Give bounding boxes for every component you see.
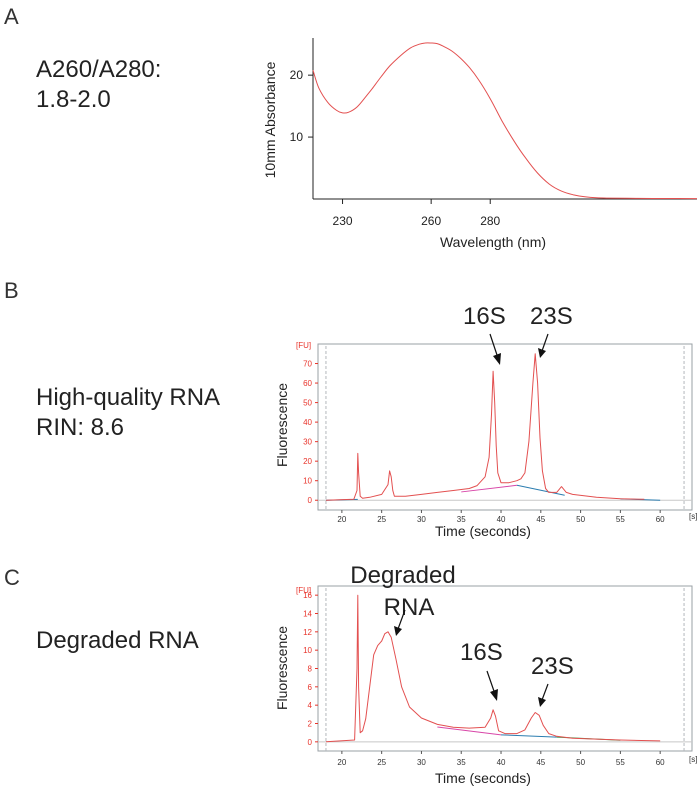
chartB-baseline-segment: [516, 484, 565, 496]
degraded-electropherogram: 20 25 30 35 40 45 50 55 60 0 2 4 6 8 10 12 14 16 [FU] [s]…: [274, 562, 697, 786]
chartC-y-tick-label: 2: [308, 720, 313, 729]
chartB-y-tick-label: 40: [303, 418, 312, 427]
chartB-y-tick-label: 20: [303, 457, 312, 466]
chartB-baseline-segment: [461, 484, 517, 493]
chartB-x-tick-label: 35: [457, 515, 466, 524]
chartB-x-tick-label: 40: [497, 515, 506, 524]
rna-quality-label: High-quality RNA: [36, 384, 221, 411]
chartB-x-tick-label: 50: [576, 515, 585, 524]
fu-unit-b: [FU]: [296, 341, 311, 350]
absorbance-x-tick-label: 280: [480, 214, 500, 228]
chartB-x-tick-label: 20: [337, 515, 346, 524]
high-quality-electropherogram: 20 25 30 35 40 45 50 55 60 0 10 20 30 40 50 60 70 [FU] […: [274, 303, 697, 539]
chartC-x-tick-label: 50: [576, 758, 585, 767]
chartC-y-tick-label: 10: [303, 646, 312, 655]
peak-label-16s-c: 16S: [460, 639, 503, 666]
chartC-x-tick-label: 55: [616, 758, 625, 767]
arrow-23s-c: [538, 683, 549, 707]
absorbance-x-label: Wavelength (nm): [440, 234, 546, 250]
peak-label-16s-b: 16S: [463, 303, 506, 330]
chartB-y-tick-label: 50: [303, 399, 312, 408]
panel-label-b: B: [4, 278, 19, 303]
degraded-rna-annotation-line: Degraded: [350, 562, 455, 589]
arrow-16s-b: [489, 333, 501, 365]
chartB-y-tick-label: 70: [303, 360, 312, 369]
absorbance-chart: 230 260 280 10 20 Wavelength (nm) 10mm Absor…: [262, 38, 698, 250]
electropherogram-c-trace: [325, 594, 661, 743]
peak-label-23s-c: 23S: [531, 653, 574, 680]
chartC-x-tick-label: 30: [417, 758, 426, 767]
degraded-rna-label: Degraded RNA: [36, 627, 199, 654]
chartB-y-tick-label: 0: [308, 496, 313, 505]
arrow-degraded-rna: [394, 609, 406, 636]
chartC-y-tick-label: 12: [303, 628, 312, 637]
arrow-16s-c: [486, 670, 498, 701]
purity-ratio-label: A260/A280:: [36, 56, 162, 83]
electropherogram-b-y-label: Fluorescence: [274, 383, 290, 467]
chartC-y-tick-label: 6: [308, 683, 313, 692]
chartC-x-tick-label: 40: [497, 758, 506, 767]
absorbance-spectrum-line: [312, 42, 698, 200]
chartB-x-tick-label: 45: [536, 515, 545, 524]
chartC-baseline-segment: [501, 734, 557, 738]
chartB-x-tick-label: 55: [616, 515, 625, 524]
panel-label-a: A: [4, 4, 19, 29]
chartC-x-tick-label: 35: [457, 758, 466, 767]
arrow-23s-b: [538, 333, 549, 358]
absorbance-x-tick-label: 260: [421, 214, 441, 228]
degraded-rna-annotation-line: RNA: [384, 594, 435, 621]
absorbance-y-tick-label: 10: [290, 130, 304, 144]
chartC-y-tick-label: 16: [303, 591, 312, 600]
chartC-x-tick-label: 60: [656, 758, 665, 767]
chartB-x-tick-label: 60: [656, 515, 665, 524]
electropherogram-c-y-label: Fluorescence: [274, 626, 290, 710]
chartB-y-tick-label: 60: [303, 379, 312, 388]
electropherogram-b-frame: [317, 343, 693, 511]
chartC-x-tick-label: 20: [337, 758, 346, 767]
chartC-baseline-segment: [437, 726, 502, 736]
electropherogram-c-frame: [317, 585, 693, 752]
chartC-x-tick-label: 25: [377, 758, 386, 767]
electropherogram-b-x-label: Time (seconds): [435, 523, 531, 539]
absorbance-x-tick-label: 230: [333, 214, 353, 228]
chartB-x-tick-label: 30: [417, 515, 426, 524]
chartC-x-tick-label: 45: [536, 758, 545, 767]
degraded-rna-text: Degraded RNA: [36, 626, 199, 656]
absorbance-y-tick-label: 20: [290, 68, 304, 82]
degraded-rna-annotation: Degraded RNA: [350, 562, 455, 621]
chartC-y-tick-label: 0: [308, 738, 313, 747]
chartC-y-tick-label: 14: [303, 610, 312, 619]
chartB-y-tick-label: 30: [303, 438, 312, 447]
seconds-unit-c: [s]: [689, 755, 697, 764]
electropherogram-c-x-label: Time (seconds): [435, 770, 531, 786]
peak-label-23s-b: 23S: [530, 303, 573, 330]
chartB-x-tick-label: 25: [377, 515, 386, 524]
rin-value: RIN: 8.6: [36, 414, 125, 441]
purity-ratio-value: 1.8-2.0: [36, 86, 111, 113]
purity-ratio-text: A260/A280: 1.8-2.0: [36, 55, 161, 115]
fu-unit-c: [FU]: [296, 586, 311, 595]
chartC-y-tick-label: 4: [308, 701, 313, 710]
seconds-unit-b: [s]: [689, 512, 697, 521]
rna-quality-text: High-quality RNA RIN: 8.6: [36, 383, 220, 443]
chartC-y-tick-label: 8: [308, 665, 313, 674]
panel-label-c: C: [4, 565, 20, 590]
electropherogram-b-trace: [325, 353, 645, 501]
absorbance-y-label: 10mm Absorbance: [262, 61, 278, 178]
chartB-y-tick-label: 10: [303, 477, 312, 486]
